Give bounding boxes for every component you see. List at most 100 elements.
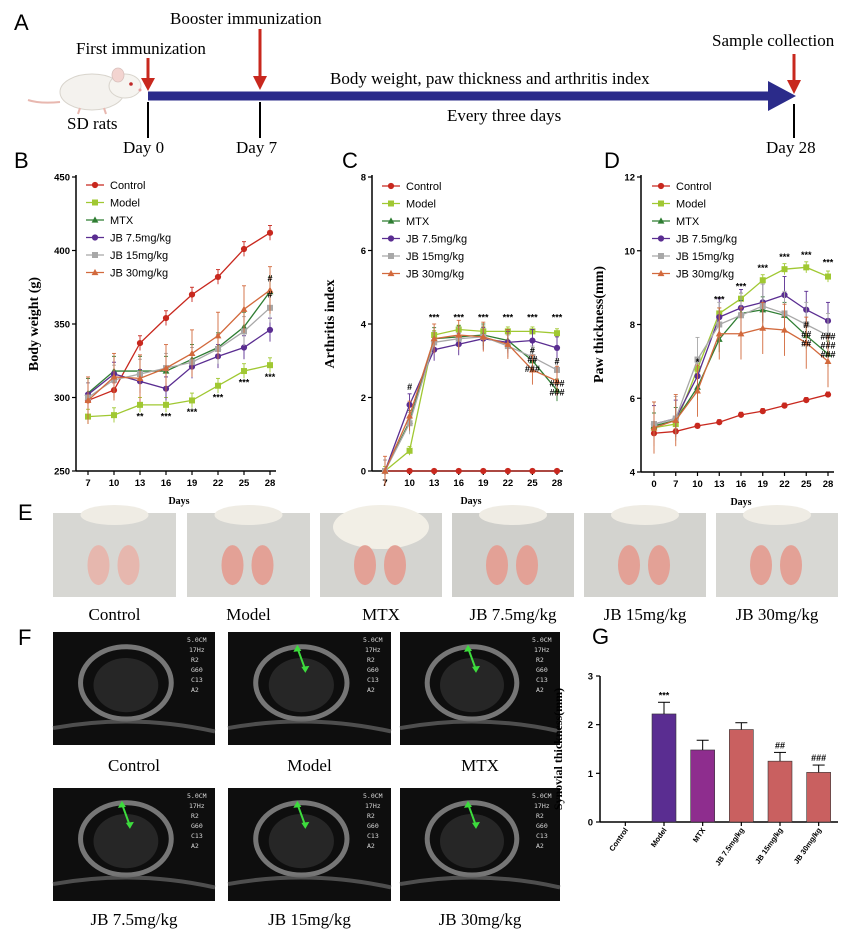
label-day0: Day 0 <box>123 138 164 157</box>
x-tick-label: 22 <box>503 478 514 489</box>
panel-letter-g: G <box>592 624 609 649</box>
y-axis-title: Paw thickness(mm) <box>592 266 607 383</box>
significance-mark: # <box>804 320 809 330</box>
left-paw <box>87 545 110 586</box>
joint-interior <box>440 813 504 869</box>
joint-interior <box>268 813 334 869</box>
y-tick-label: 400 <box>54 246 70 257</box>
series-jb-30mg-kg <box>650 301 832 454</box>
ultrasound-grid: 5.0CM 17Hz R2 G60 C13 A2 Control 5.0CM 17Hz R2 G60… <box>52 632 561 929</box>
paw-photo <box>716 505 838 597</box>
data-point <box>214 273 222 281</box>
photo-label: JB 7.5mg/kg <box>470 605 557 624</box>
significance-mark: # <box>267 273 272 283</box>
left-paw <box>354 545 376 586</box>
legend-marker <box>388 253 394 259</box>
us-readout: C13 <box>191 832 203 840</box>
synovial-thickness-chart: 0 1 2 3 Synovial thickness(mm) Control Model MT… <box>551 672 838 868</box>
data-point <box>672 416 680 423</box>
x-tick-label: JB 30mg/kg <box>792 826 824 866</box>
us-readout: 5.0CM <box>187 636 207 644</box>
y-tick-label: 8 <box>630 320 635 331</box>
us-readout: A2 <box>536 686 544 694</box>
rat-fur <box>611 505 679 525</box>
data-point <box>554 330 560 337</box>
us-readout: A2 <box>191 686 199 694</box>
right-paw <box>516 545 538 586</box>
photo-background <box>452 513 574 597</box>
x-tick-label: 0 <box>651 479 656 490</box>
marker-booster-immunization <box>253 29 267 90</box>
legend-label: Model <box>110 198 140 210</box>
panel-a-timeline: A SD rats F <box>14 9 835 157</box>
rat-illustration <box>27 67 142 115</box>
ultrasound-image: 5.0CM 17Hz R2 G60 C13 A2 <box>399 632 561 745</box>
significance-mark: *** <box>161 412 172 422</box>
data-point <box>266 326 274 333</box>
data-point <box>781 402 788 409</box>
significance-mark: ### <box>820 331 835 341</box>
x-tick-label: JB 7.5mg/kg <box>713 826 746 868</box>
x-tick-label: Control <box>607 826 630 853</box>
left-paw <box>221 545 244 586</box>
joint-interior <box>268 657 334 713</box>
measurement-arrow <box>120 803 131 827</box>
x-axis-title: Days <box>730 497 751 508</box>
series-control <box>381 467 561 475</box>
significance-mark: *** <box>757 263 768 273</box>
panel-letter-c: C <box>342 148 358 173</box>
us-readout: C13 <box>367 676 379 684</box>
body-weight-chart: 250 300 350 400 450 7 10 13 16 19 22 25 28 Days Body w… <box>27 173 276 507</box>
joint-interior <box>93 813 159 869</box>
x-tick-label: 16 <box>453 478 464 489</box>
data-point <box>189 397 195 404</box>
data-point <box>240 305 248 312</box>
joint-echo-ring <box>78 644 174 722</box>
x-tick-label: 25 <box>801 479 812 490</box>
measurement-arrowhead <box>293 644 302 652</box>
data-point <box>162 315 170 322</box>
legend-marker <box>387 182 395 190</box>
legend-label: JB 15mg/kg <box>676 251 734 263</box>
bar <box>690 749 715 823</box>
joint-echo-ring <box>424 800 520 878</box>
x-tick-label: 16 <box>736 479 747 490</box>
measurement-arrowhead <box>464 644 472 652</box>
paw-photo-row: Control Model MTX JB 7.5mg/kg JB 15mg/kg JB 3… <box>53 505 838 624</box>
measurement-arrowhead <box>117 800 126 808</box>
data-point <box>694 387 701 394</box>
tissue-layer <box>399 875 561 890</box>
ultrasound-image: 5.0CM 17Hz R2 G60 C13 A2 <box>52 788 216 901</box>
marker-sample-collection <box>787 54 801 94</box>
bar <box>806 772 831 823</box>
measurement-arrowhead <box>301 665 310 673</box>
series-line <box>384 336 558 472</box>
us-readout: 17Hz <box>534 646 550 654</box>
data-point <box>553 344 561 351</box>
significance-mark: ### <box>525 364 540 374</box>
x-axis-title: Days <box>460 496 481 507</box>
data-point <box>240 344 248 351</box>
legend-label: MTX <box>110 215 134 227</box>
legend-marker <box>92 252 98 258</box>
series-jb-30mg-kg <box>381 319 561 486</box>
legend-marker <box>388 200 394 207</box>
us-readout: 17Hz <box>189 802 205 810</box>
y-tick-label: 12 <box>624 173 635 184</box>
legend-marker <box>91 268 99 276</box>
us-readout: 17Hz <box>365 802 381 810</box>
legend-label: JB 30mg/kg <box>676 269 734 281</box>
x-tick-label: 28 <box>823 479 834 490</box>
x-tick-label: 28 <box>265 478 276 489</box>
significance-mark: ### <box>820 350 835 360</box>
data-point <box>406 412 413 419</box>
legend-marker <box>658 200 664 207</box>
us-readout: 17Hz <box>189 646 205 654</box>
data-point <box>267 362 273 369</box>
legend-label: JB 7.5mg/kg <box>110 233 171 245</box>
significance-mark: *** <box>478 312 489 322</box>
significance-mark: ## <box>775 740 785 750</box>
panel-letter-f: F <box>18 625 31 650</box>
rat-fur <box>333 505 429 549</box>
